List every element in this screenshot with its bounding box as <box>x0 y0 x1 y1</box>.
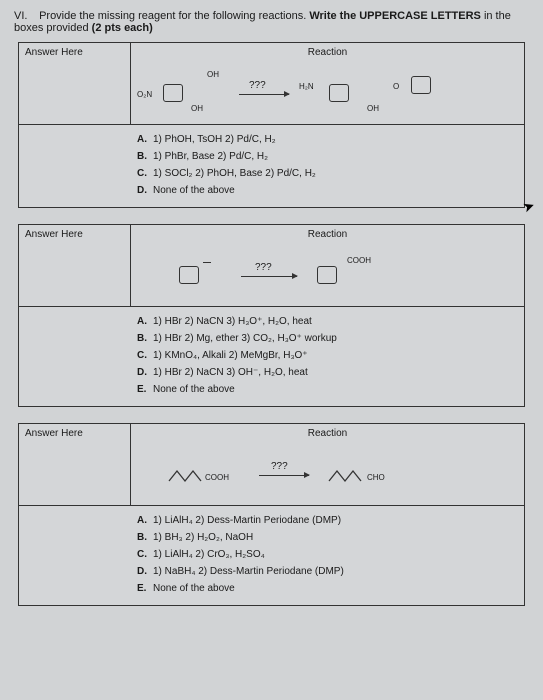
q2-option-a: A.1) HBr 2) NaCN 3) H₃O⁺, H₂O, heat <box>137 313 516 330</box>
q2-ring-left <box>179 266 199 284</box>
q2-reaction-diagram: ??? COOH <box>131 244 524 306</box>
q3-arrow <box>259 475 309 476</box>
q3-option-c: C.1) LiAlH₄ 2) CrO₃, H₂SO₄ <box>137 546 516 563</box>
reaction-label: Reaction <box>131 424 524 443</box>
q2-double-bond <box>203 262 211 263</box>
question-2-box: Answer Here Reaction ??? COOH A.1) HBr 2… <box>18 224 525 407</box>
q1-option-a: A.1) PhOH, TsOH 2) Pd/C, H₂ <box>137 131 516 148</box>
q1-h2n-label: H₂N <box>299 82 314 91</box>
instruction-bold: Write the UPPERCASE LETTERS <box>309 10 481 22</box>
q1-o-label: O <box>393 82 399 91</box>
q2-arrow <box>241 276 297 277</box>
q3-branch-right <box>327 465 367 485</box>
q3-cooh-label: COOH <box>205 473 229 482</box>
q1-option-c: C.1) SOCl₂ 2) PhOH, Base 2) Pd/C, H₂ <box>137 165 516 182</box>
q1-oh3-label: OH <box>367 104 379 113</box>
q3-option-b: B.1) BH₃ 2) H₂O₂, NaOH <box>137 529 516 546</box>
q1-ring-mid <box>329 84 349 102</box>
q1-option-d: D.None of the above <box>137 182 516 199</box>
q1-reaction-diagram: O₂N OH OH ??? H₂N OH O <box>131 62 524 124</box>
q2-reaction-cell: Reaction ??? COOH <box>131 225 524 307</box>
reaction-label: Reaction <box>131 43 524 62</box>
cursor-icon: ➤ <box>521 197 538 217</box>
answer-here-label: Answer Here <box>25 47 83 58</box>
question-1-box: Answer Here Reaction O₂N OH OH ??? H₂N O… <box>18 42 525 208</box>
q3-answer-cell[interactable]: Answer Here <box>19 424 131 506</box>
q1-unknown: ??? <box>249 80 266 91</box>
q3-branch-left <box>167 465 207 485</box>
q1-answer-cell[interactable]: Answer Here <box>19 43 131 125</box>
reaction-label: Reaction <box>131 225 524 244</box>
q1-reaction-cell: Reaction O₂N OH OH ??? H₂N OH O <box>131 43 524 125</box>
q3-option-d: D.1) NaBH₄ 2) Dess-Martin Periodane (DMP… <box>137 563 516 580</box>
q3-option-a: A.1) LiAlH₄ 2) Dess-Martin Periodane (DM… <box>137 512 516 529</box>
q3-unknown: ??? <box>271 461 288 472</box>
q2-option-c: C.1) KMnO₄, Alkali 2) MeMgBr, H₃O⁺ <box>137 347 516 364</box>
q3-cho-label: CHO <box>367 473 385 482</box>
section-roman: VI. <box>14 10 36 22</box>
q2-option-b: B.1) HBr 2) Mg, ether 3) CO₂, H₃O⁺ worku… <box>137 330 516 347</box>
answer-here-label: Answer Here <box>25 428 83 439</box>
q2-options: A.1) HBr 2) NaCN 3) H₃O⁺, H₂O, heat B.1)… <box>19 307 524 406</box>
q3-reaction-cell: Reaction COOH ??? CHO <box>131 424 524 506</box>
q2-option-e: E.None of the above <box>137 381 516 398</box>
q1-o2n-label: O₂N <box>137 90 152 99</box>
instruction-text-1: Provide the missing reagent for the foll… <box>39 10 306 22</box>
q1-oh1-label: OH <box>207 70 219 79</box>
instruction-points: (2 pts each) <box>92 22 153 34</box>
q3-options: A.1) LiAlH₄ 2) Dess-Martin Periodane (DM… <box>19 506 524 605</box>
q1-ring-right <box>411 76 431 94</box>
question-header: VI. Provide the missing reagent for the … <box>0 0 543 42</box>
question-3-box: Answer Here Reaction COOH ??? CHO A.1) L… <box>18 423 525 606</box>
q2-unknown: ??? <box>255 262 272 273</box>
q2-cooh-label: COOH <box>347 256 371 265</box>
q3-reaction-diagram: COOH ??? CHO <box>131 443 524 505</box>
q1-oh2-label: OH <box>191 104 203 113</box>
q2-answer-cell[interactable]: Answer Here <box>19 225 131 307</box>
answer-here-label: Answer Here <box>25 229 83 240</box>
q1-ring-left <box>163 84 183 102</box>
q1-arrow <box>239 94 289 95</box>
q1-option-b: B.1) PhBr, Base 2) Pd/C, H₂ <box>137 148 516 165</box>
q2-ring-right <box>317 266 337 284</box>
q3-option-e: E.None of the above <box>137 580 516 597</box>
q2-option-d: D.1) HBr 2) NaCN 3) OH⁻, H₂O, heat <box>137 364 516 381</box>
q1-options: A.1) PhOH, TsOH 2) Pd/C, H₂ B.1) PhBr, B… <box>19 125 524 207</box>
